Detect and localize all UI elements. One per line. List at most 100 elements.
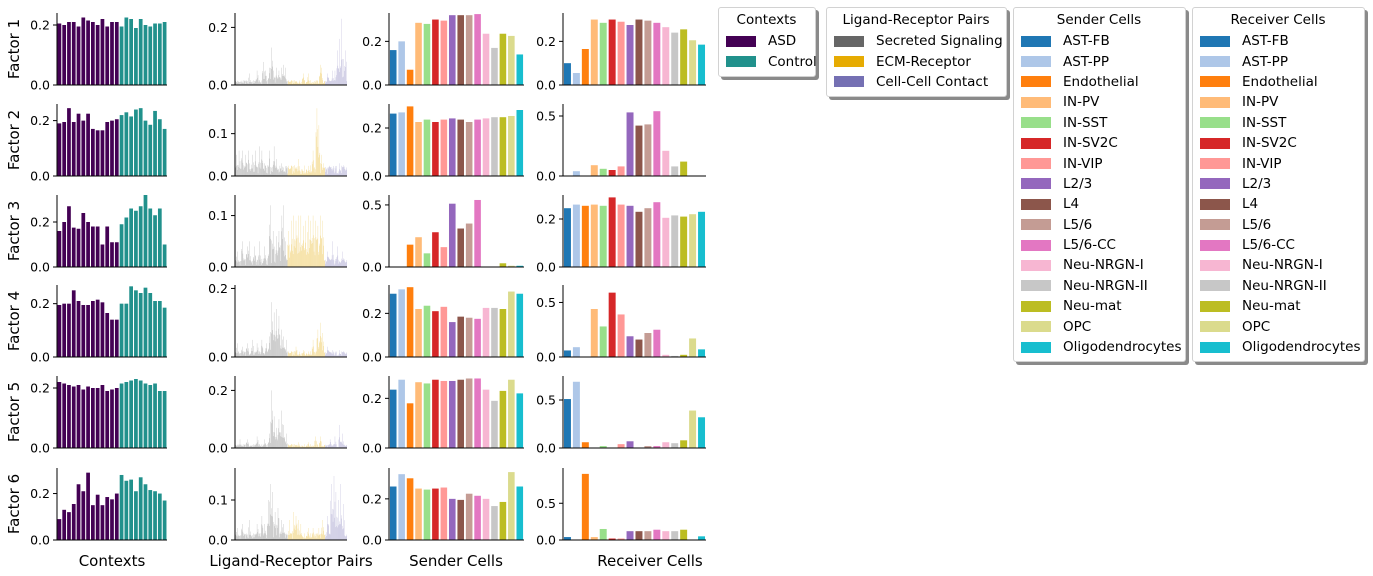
bar bbox=[423, 119, 431, 176]
legend-swatch bbox=[1021, 137, 1051, 149]
bar bbox=[114, 119, 119, 176]
legend-entry: AST-FB bbox=[1200, 31, 1356, 51]
bar bbox=[457, 316, 465, 357]
bar bbox=[581, 442, 589, 448]
bar bbox=[143, 25, 148, 85]
panel-receiver-cells-factor-4: 0.0 0.5 bbox=[536, 285, 706, 365]
bar bbox=[653, 22, 661, 85]
bar bbox=[76, 484, 81, 540]
bar bbox=[110, 319, 114, 357]
bar bbox=[81, 491, 86, 540]
bar bbox=[635, 339, 643, 357]
panel-contexts-factor-5: 0.0 0.2 bbox=[30, 376, 167, 456]
bar bbox=[153, 215, 157, 267]
bar bbox=[644, 20, 652, 85]
bar bbox=[114, 493, 119, 540]
legend-swatch bbox=[1200, 117, 1230, 129]
bar bbox=[129, 208, 133, 267]
bar bbox=[57, 382, 62, 448]
bar bbox=[148, 208, 153, 267]
bar bbox=[563, 399, 571, 448]
bar bbox=[162, 500, 167, 540]
bar bbox=[138, 206, 143, 267]
column-title: Contexts bbox=[79, 552, 146, 570]
y-tick-label: 0.0 bbox=[208, 441, 228, 456]
bar bbox=[124, 382, 129, 448]
bar bbox=[91, 22, 95, 85]
bar bbox=[81, 120, 86, 176]
bar bbox=[100, 385, 105, 448]
bar bbox=[62, 122, 67, 176]
bar bbox=[465, 122, 473, 176]
bar bbox=[432, 379, 439, 448]
legend-label: IN-SV2C bbox=[1242, 135, 1297, 152]
legend-entry: Neu-mat bbox=[1200, 296, 1356, 316]
y-tick-label: 0.0 bbox=[362, 533, 382, 548]
legend-entry: IN-PV bbox=[1021, 92, 1177, 112]
bar bbox=[635, 531, 643, 540]
bar bbox=[482, 33, 490, 85]
y-tick-label: 0.0 bbox=[208, 78, 228, 93]
legend-entries: AST-FB AST-PP Endothelial IN-PV IN-SST IN-SV2… bbox=[1021, 31, 1182, 357]
bar bbox=[698, 211, 706, 267]
y-tick-label: 0.0 bbox=[208, 350, 228, 365]
bar bbox=[608, 292, 616, 357]
bar bbox=[153, 23, 157, 85]
y-tick-label: 0.0 bbox=[536, 441, 556, 456]
bar bbox=[134, 491, 138, 540]
bar bbox=[581, 205, 589, 267]
y-tick-label: 0.2 bbox=[30, 18, 50, 33]
bar bbox=[86, 472, 90, 540]
legend-label: L2/3 bbox=[1242, 175, 1272, 192]
legend-swatch bbox=[1021, 76, 1051, 88]
bar bbox=[499, 33, 507, 85]
bar bbox=[516, 265, 524, 267]
bar bbox=[62, 383, 67, 448]
legend-swatch bbox=[1021, 239, 1051, 251]
bar bbox=[671, 531, 679, 540]
panel-receiver-cells-factor-3: 0.0 0.2 bbox=[536, 195, 706, 275]
bar bbox=[423, 383, 431, 448]
bar bbox=[134, 290, 138, 357]
bar bbox=[626, 112, 634, 176]
bar bbox=[599, 326, 607, 357]
bar bbox=[644, 208, 652, 267]
y-tick-label: 0.2 bbox=[30, 113, 50, 128]
y-tick-label: 0.0 bbox=[536, 533, 556, 548]
bar bbox=[698, 417, 706, 448]
bar bbox=[508, 265, 515, 267]
legend-label: Endothelial bbox=[1063, 73, 1139, 90]
bar bbox=[516, 393, 524, 448]
bar bbox=[86, 305, 90, 357]
bar bbox=[491, 307, 498, 357]
factor-label: Factor 3 bbox=[5, 201, 23, 261]
bar bbox=[100, 130, 105, 176]
y-tick-label: 0.2 bbox=[536, 212, 556, 227]
bar bbox=[423, 489, 431, 540]
bar bbox=[81, 305, 86, 357]
bar bbox=[86, 113, 90, 176]
legend-sender-cells: Sender Cells AST-FB AST-PP Endothelial IN-P… bbox=[1013, 7, 1186, 363]
bar bbox=[389, 293, 397, 357]
bar bbox=[86, 222, 90, 267]
bar bbox=[635, 125, 643, 176]
bar bbox=[590, 309, 598, 357]
legend-swatch bbox=[1200, 259, 1230, 271]
bar bbox=[114, 242, 119, 267]
bar bbox=[680, 161, 688, 176]
y-tick-label: 0.0 bbox=[536, 260, 556, 275]
legend-entry: ECM-Receptor bbox=[834, 51, 998, 71]
legend-swatch bbox=[1200, 321, 1230, 333]
bar bbox=[499, 263, 507, 267]
bar bbox=[86, 386, 90, 448]
bar bbox=[448, 15, 456, 85]
bar bbox=[148, 490, 153, 540]
legend-label: ASD bbox=[768, 33, 797, 50]
panel-lr-pairs-factor-5: 0.0 0.2 bbox=[208, 376, 347, 456]
bar bbox=[572, 381, 580, 448]
factor-label: Factor 4 bbox=[5, 291, 23, 351]
bar bbox=[581, 473, 589, 540]
panel-sender-cells-factor-5: 0.0 0.2 bbox=[362, 376, 524, 456]
bar bbox=[406, 69, 414, 85]
